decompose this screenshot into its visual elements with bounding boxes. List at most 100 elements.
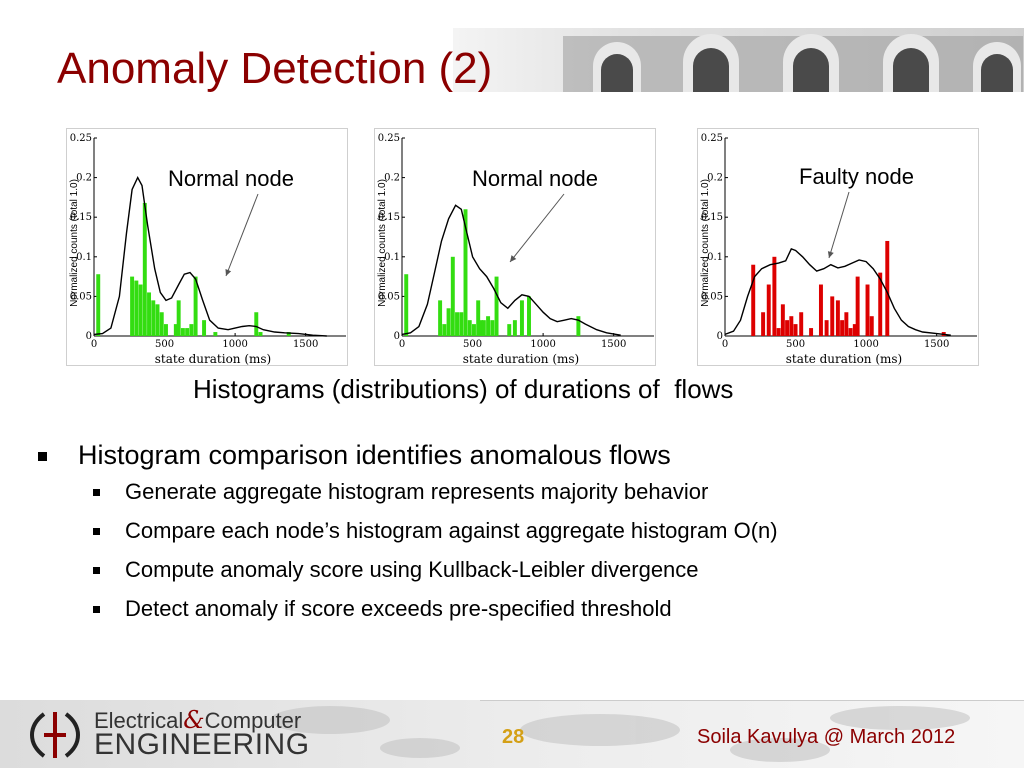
y-axis-label: Normalized counts (total 1.0)	[700, 179, 711, 307]
y-tick-label: 0.2	[384, 173, 400, 184]
histogram-bar	[446, 308, 451, 336]
histogram-bar	[830, 296, 835, 336]
histogram-bar	[793, 324, 798, 336]
x-axis-label: state duration (ms)	[786, 352, 903, 366]
ece-logo-icon	[30, 712, 80, 758]
y-tick-label: 0.05	[378, 291, 400, 302]
slide-title: Anomaly Detection (2)	[57, 44, 493, 93]
pointer-arrowhead-icon	[510, 255, 517, 262]
histogram-bar	[835, 300, 840, 336]
y-axis-label: Normalized counts (total 1.0)	[69, 179, 80, 307]
y-tick-label: 0.25	[70, 133, 92, 144]
histogram-bar	[142, 202, 147, 336]
logo-word-electrical: Electrical	[94, 708, 184, 733]
histogram-bar	[202, 320, 207, 336]
pointer-arrow-line	[509, 193, 565, 263]
histogram-bar	[494, 276, 499, 336]
histogram-bar	[159, 312, 164, 336]
histogram-chart-3: 0 0.05 0.1 0.15 0.2 0.25 0 500 1000 1500 state dur…	[697, 128, 979, 366]
chart-label-1: Normal node	[166, 166, 296, 192]
histogram-svg-1: 0 0.05 0.1 0.15 0.2 0.25 0 500 1000 1500 state dur…	[66, 128, 348, 366]
x-tick-label: 1500	[601, 339, 626, 350]
histogram-bar	[809, 328, 814, 336]
histogram-bar	[855, 276, 860, 336]
histogram-bar	[776, 328, 781, 336]
density-curve	[724, 248, 951, 336]
histogram-bar	[512, 320, 517, 336]
histogram-bar	[789, 316, 794, 336]
histogram-chart-1: 0 0.05 0.1 0.15 0.2 0.25 0 500 1000 1500 state dur…	[66, 128, 348, 366]
histogram-bar	[455, 312, 460, 336]
bullet-level2: Generate aggregate histogram represents …	[36, 479, 1006, 505]
histogram-bar	[766, 284, 771, 336]
histogram-bar	[848, 328, 853, 336]
x-tick-label: 1000	[853, 339, 878, 350]
square-bullet-icon	[38, 452, 47, 461]
page-number: 28	[502, 726, 525, 748]
histogram-bar	[134, 280, 139, 336]
y-tick-label: 0.2	[707, 173, 723, 184]
logo-word-computer: Computer	[204, 708, 302, 733]
header-building-banner	[453, 28, 1024, 92]
histogram-bar	[254, 312, 259, 336]
histogram-bar	[459, 312, 464, 336]
chart-label-2: Normal node	[470, 166, 600, 192]
histogram-bar	[147, 292, 152, 336]
y-tick-label: 0	[86, 331, 92, 342]
square-bullet-icon	[93, 606, 100, 613]
histogram-bar	[818, 284, 823, 336]
histogram-bar	[258, 332, 263, 336]
y-tick-label: 0.2	[76, 173, 92, 184]
density-curve	[401, 204, 621, 336]
histogram-bar	[180, 328, 185, 336]
bullet-level2: Compute anomaly score using Kullback-Lei…	[36, 557, 1006, 583]
histogram-bar	[785, 320, 790, 336]
pointer-arrowhead-icon	[827, 251, 834, 258]
square-bullet-icon	[93, 489, 100, 496]
logo-text-line2: ENGINEERING	[94, 728, 310, 761]
chart-label-3: Faulty node	[797, 164, 916, 190]
pointer-arrowhead-icon	[225, 269, 232, 276]
y-tick-label: 0.05	[70, 291, 92, 302]
x-tick-label: 1000	[222, 339, 247, 350]
histogram-bar	[519, 300, 524, 336]
histogram-bar	[163, 324, 168, 336]
bullet-level2-text: Compute anomaly score using Kullback-Lei…	[125, 557, 699, 582]
histogram-bar	[151, 300, 156, 336]
histogram-bar	[213, 332, 218, 336]
histogram-bar	[155, 304, 160, 336]
bullet-level2: Detect anomaly if score exceeds pre-spec…	[36, 596, 1006, 622]
pointer-arrow-line	[225, 193, 259, 277]
x-tick-label: 1000	[530, 339, 555, 350]
y-tick-label: 0.25	[378, 133, 400, 144]
histogram-bar	[173, 324, 178, 336]
x-tick-label: 0	[91, 339, 97, 350]
histogram-bar	[463, 209, 468, 336]
y-tick-label: 0	[394, 331, 400, 342]
histogram-bar	[286, 332, 291, 336]
square-bullet-icon	[93, 567, 100, 574]
y-tick-label: 0.15	[70, 212, 92, 223]
footer-author-date: Soila Kavulya @ March 2012	[697, 726, 956, 748]
x-tick-label: 500	[786, 339, 805, 350]
histogram-chart-2: 0 0.05 0.1 0.15 0.2 0.25 0 500 1000 1500 state dur…	[374, 128, 656, 366]
y-tick-label: 0.15	[701, 212, 723, 223]
histogram-bar	[486, 316, 491, 336]
bullet-level1-text: Histogram comparison identifies anomalou…	[78, 440, 671, 470]
pointer-arrow-line	[828, 191, 850, 259]
x-tick-label: 0	[399, 339, 405, 350]
x-tick-label: 0	[722, 339, 728, 350]
histogram-bar	[751, 264, 756, 336]
y-tick-label: 0.1	[384, 252, 400, 263]
bullet-list: Histogram comparison identifies anomalou…	[36, 440, 1006, 635]
histogram-bar	[479, 320, 483, 336]
histogram-bar	[176, 300, 181, 336]
histogram-bar	[527, 296, 531, 336]
x-axis-label: state duration (ms)	[155, 352, 272, 366]
footer-texture	[270, 706, 970, 762]
histogram-bar	[138, 284, 143, 336]
bullet-level1: Histogram comparison identifies anomalou…	[36, 440, 1006, 471]
histogram-bar	[442, 324, 447, 336]
histogram-bar	[481, 320, 486, 336]
histogram-bar	[869, 316, 874, 336]
